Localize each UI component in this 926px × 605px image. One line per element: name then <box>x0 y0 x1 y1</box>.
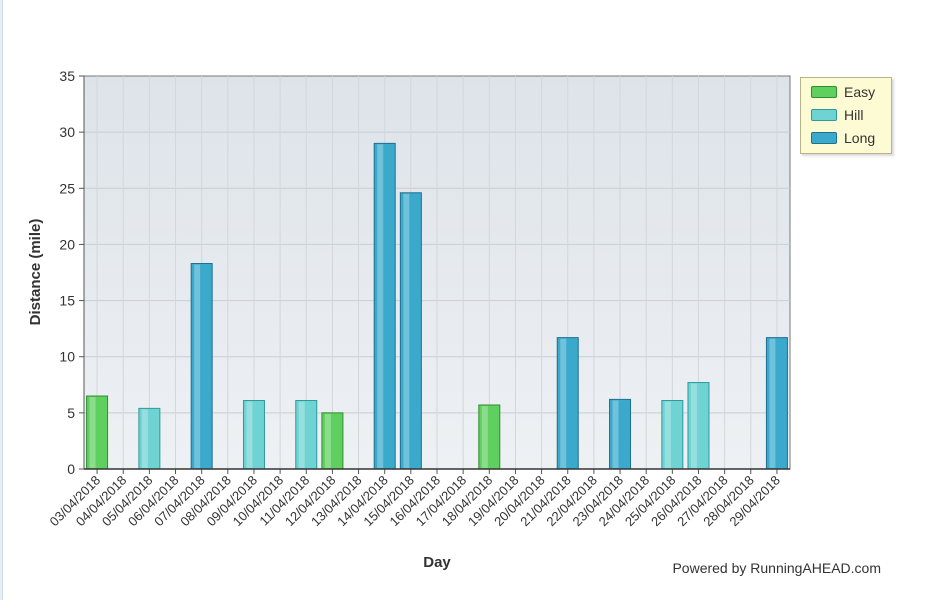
bars <box>86 142 788 470</box>
bar-highlight <box>141 409 148 468</box>
bar-highlight <box>690 383 697 468</box>
legend-label-hill: Hill <box>844 107 864 123</box>
legend-swatch-hill <box>811 109 837 121</box>
y-tick-label: 35 <box>59 68 75 84</box>
bar-highlight <box>298 401 305 468</box>
bar-highlight <box>481 405 488 468</box>
bar-highlight <box>246 401 253 468</box>
legend-swatch-easy <box>811 86 837 98</box>
y-tick-label: 20 <box>59 236 75 252</box>
y-tick-label: 0 <box>67 461 75 477</box>
y-tick-label: 30 <box>59 124 75 140</box>
legend-label-easy: Easy <box>844 84 876 100</box>
y-tick-label: 5 <box>67 405 75 421</box>
bar-highlight <box>769 338 776 468</box>
bar-highlight <box>403 193 410 468</box>
bar-highlight <box>612 400 619 468</box>
bar-highlight <box>560 338 567 468</box>
left-window-edge <box>0 0 3 600</box>
powered-by-text[interactable]: Powered by RunningAHEAD.com <box>672 560 881 576</box>
y-tick-label: 10 <box>59 349 75 365</box>
x-axis-label: Day <box>423 554 451 571</box>
bar-highlight <box>664 401 671 468</box>
legend-label-long: Long <box>844 130 876 146</box>
y-tick-label: 15 <box>59 293 75 309</box>
legend-item-long: Long <box>811 129 875 147</box>
legend-swatch-long <box>811 132 837 144</box>
y-axis-label: Distance (mile) <box>27 219 44 326</box>
legend-item-easy: Easy <box>811 83 875 101</box>
bar-highlight <box>89 397 96 468</box>
legend-item-hill: Hill <box>811 106 863 124</box>
y-tick-label: 25 <box>59 180 75 196</box>
bar-highlight <box>194 264 201 468</box>
bar-highlight <box>324 413 331 468</box>
bar-highlight <box>377 144 384 468</box>
legend: Easy Hill Long <box>800 77 892 154</box>
